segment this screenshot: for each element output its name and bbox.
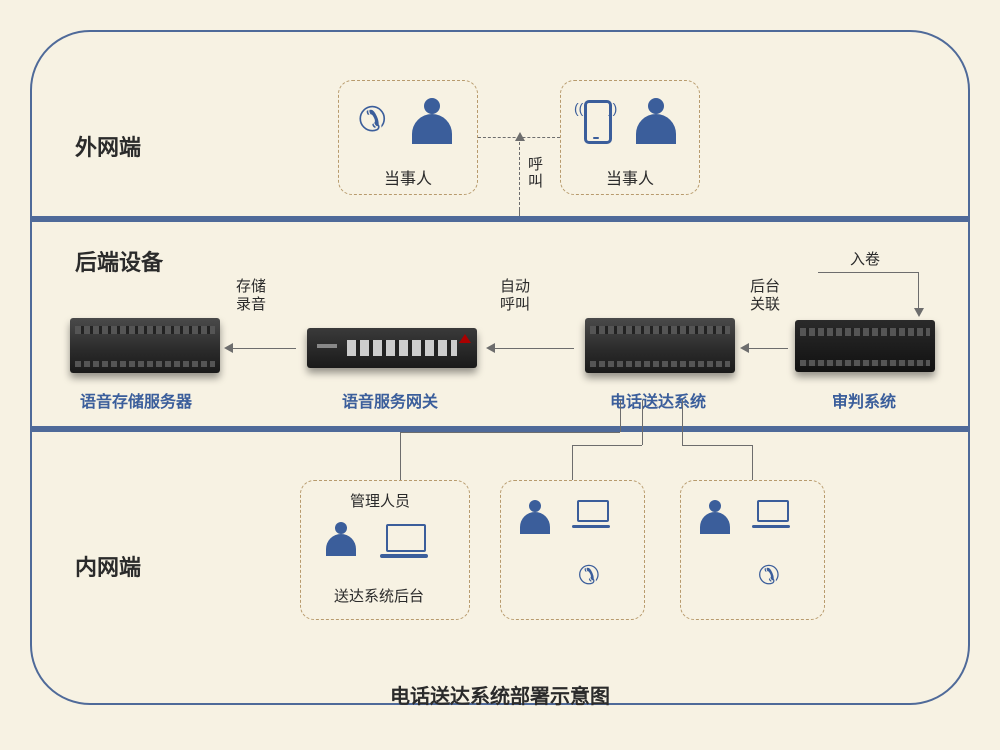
party2-label: 当事人 bbox=[606, 165, 654, 189]
zone-internal-label: 内网端 bbox=[75, 550, 141, 582]
store-edge-label: 存储 录音 bbox=[236, 278, 266, 314]
store-edge-line bbox=[232, 348, 296, 349]
wave-left-icon: (( bbox=[574, 100, 583, 116]
adm-v bbox=[400, 432, 401, 480]
zone-backend-label: 后端设备 bbox=[75, 245, 163, 277]
link-edge-arrow bbox=[740, 343, 749, 353]
call-edge-label: 呼 叫 bbox=[528, 156, 543, 190]
wave-right-icon: )) bbox=[608, 100, 617, 116]
call-edge-line bbox=[519, 137, 520, 210]
u2-v bbox=[752, 445, 753, 480]
archive-label: 入卷 bbox=[850, 248, 880, 269]
u1-h bbox=[572, 445, 642, 446]
person-icon bbox=[412, 98, 452, 144]
laptop-icon bbox=[572, 500, 610, 528]
diagram-title: 电话送达系统部署示意图 bbox=[0, 680, 1000, 709]
adm-v2 bbox=[620, 400, 621, 432]
delivery-label: 电话送达系统 bbox=[610, 388, 706, 412]
u2-v2 bbox=[682, 400, 683, 445]
archive-v bbox=[918, 272, 919, 310]
handset-icon: ✆ bbox=[578, 560, 600, 591]
party1-label: 当事人 bbox=[384, 165, 432, 189]
storage-label: 语音存储服务器 bbox=[80, 388, 192, 412]
divider-1 bbox=[32, 216, 968, 222]
laptop-icon bbox=[752, 500, 790, 528]
person-icon bbox=[636, 98, 676, 144]
archive-arrow bbox=[914, 308, 924, 317]
laptop-icon bbox=[380, 524, 428, 558]
judge-system bbox=[795, 320, 935, 372]
store-edge-arrow bbox=[224, 343, 233, 353]
gateway-label: 语音服务网关 bbox=[342, 388, 438, 412]
handset-icon: ✆ bbox=[358, 100, 387, 140]
delivery-system bbox=[585, 318, 735, 373]
u1-v2 bbox=[642, 400, 643, 445]
zone-external-label: 外网端 bbox=[75, 130, 141, 162]
call-gap bbox=[519, 210, 520, 216]
link-edge-line bbox=[748, 348, 788, 349]
autocall-edge-arrow bbox=[486, 343, 495, 353]
call-edge-arrow bbox=[515, 132, 525, 141]
person-icon bbox=[700, 500, 730, 536]
person-icon bbox=[326, 522, 356, 558]
admin-title: 管理人员 bbox=[350, 490, 410, 511]
archive-h bbox=[818, 272, 918, 273]
judge-label: 审判系统 bbox=[832, 388, 896, 412]
autocall-edge-label: 自动 呼叫 bbox=[500, 278, 530, 314]
storage-server bbox=[70, 318, 220, 373]
voice-gateway bbox=[307, 328, 477, 368]
admin-subtitle: 送达系统后台 bbox=[334, 585, 424, 606]
handset-icon: ✆ bbox=[758, 560, 780, 591]
autocall-edge-line bbox=[494, 348, 574, 349]
u1-v bbox=[572, 445, 573, 480]
person-icon bbox=[520, 500, 550, 536]
adm-h bbox=[400, 432, 620, 433]
u2-h bbox=[682, 445, 752, 446]
link-edge-label: 后台 关联 bbox=[750, 278, 780, 314]
